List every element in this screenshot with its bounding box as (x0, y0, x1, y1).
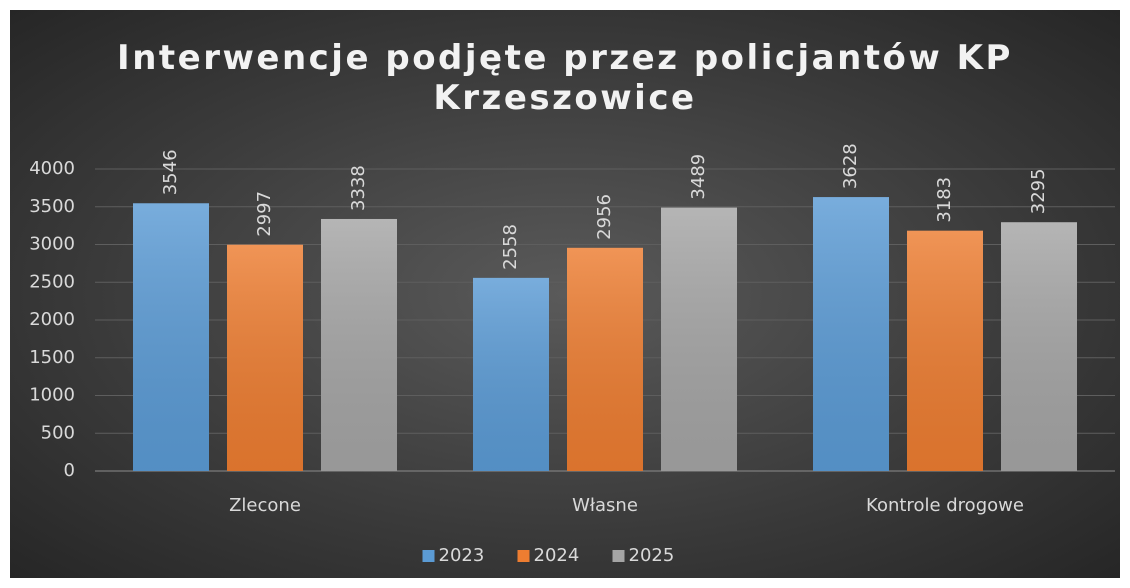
data-label: 3295 (1028, 168, 1049, 214)
data-label: 2558 (500, 224, 521, 270)
data-label: 2997 (254, 191, 275, 237)
bar-shade (227, 244, 303, 471)
data-label: 2956 (594, 194, 615, 240)
y-tick-label: 0 (64, 460, 75, 481)
y-tick-label: 2500 (29, 271, 75, 292)
data-label: 3489 (688, 154, 709, 200)
bar-shade (907, 230, 983, 471)
chart: 0 500 1000 1500 2000 2500 3000 3500 4000 Zlecone 3… (29, 143, 1115, 566)
bar-shade (567, 247, 643, 471)
y-tick-label: 1000 (29, 385, 75, 406)
x-tick-label: Kontrole drogowe (866, 495, 1024, 516)
y-tick-label: 4000 (29, 158, 75, 179)
chart-title: Interwencje podjęte przez policjantów KP… (117, 38, 1013, 118)
bar-shade (321, 218, 397, 471)
y-tick-label: 3500 (29, 196, 75, 217)
bar-shade (133, 203, 209, 472)
bar-shade (473, 277, 549, 471)
data-label: 3338 (348, 165, 369, 211)
legend-label: 2025 (629, 545, 675, 566)
legend-swatch (517, 550, 530, 562)
x-tick-label: Zlecone (229, 495, 301, 516)
chart-area: 0 500 1000 1500 2000 2500 3000 3500 4000 Zlecone 3… (10, 10, 1120, 578)
y-tick-label: 2000 (29, 309, 75, 330)
bar-shade (1001, 222, 1077, 471)
x-tick-label: Własne (572, 495, 638, 516)
y-tick-label: 3000 (29, 234, 75, 255)
data-label: 3183 (934, 177, 955, 223)
y-tick-label: 1500 (29, 347, 75, 368)
legend-swatch (612, 550, 625, 562)
bar-shade (661, 207, 737, 471)
legend-swatch (422, 550, 435, 562)
data-label: 3546 (160, 149, 181, 195)
y-tick-label: 500 (41, 422, 75, 443)
data-label: 3628 (840, 143, 861, 189)
legend-label: 2024 (534, 545, 580, 566)
bar-shade (813, 197, 889, 471)
legend-label: 2023 (439, 545, 485, 566)
